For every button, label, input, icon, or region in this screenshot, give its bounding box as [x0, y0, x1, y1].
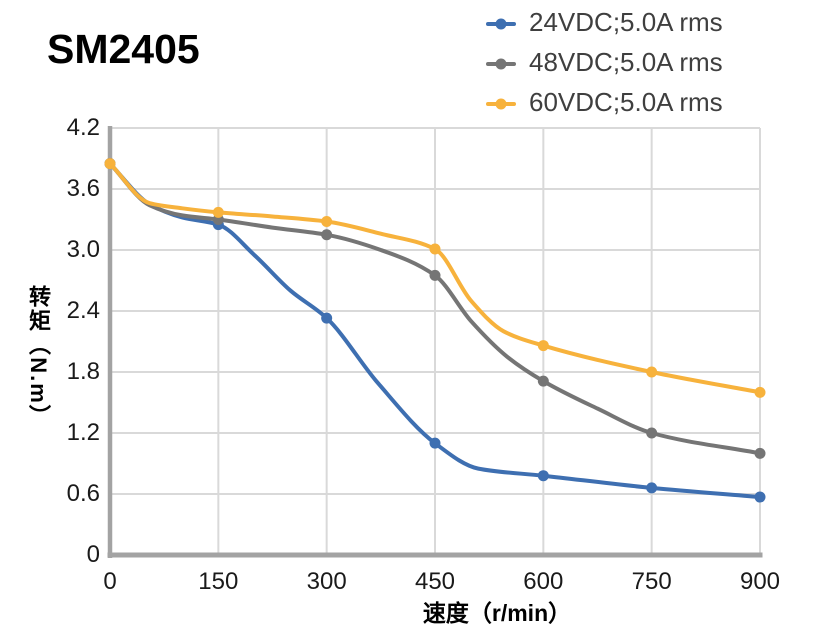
x-tick-label: 450: [414, 568, 456, 595]
x-tick-label: 0: [103, 568, 117, 595]
data-point-marker: [212, 206, 224, 218]
legend-item-48vdc: 48VDC;5.0A rms: [486, 42, 723, 82]
y-tick-label: 1.2: [66, 419, 100, 446]
series-line: [108, 161, 762, 395]
x-tick-label: 150: [198, 568, 239, 595]
legend: 24VDC;5.0A rms 48VDC;5.0A rms 60VDC;5.0A…: [486, 2, 723, 122]
x-axis-title: 速度（r/min）: [422, 600, 572, 626]
data-point-marker: [321, 312, 333, 324]
legend-label: 60VDC;5.0A rms: [529, 86, 723, 117]
y-tick-label: 2.4: [66, 297, 100, 324]
x-tick-label: 900: [739, 568, 781, 595]
data-point-marker: [754, 447, 766, 459]
line-dot-marker-icon: [486, 58, 516, 70]
y-tick-label: 3.0: [66, 236, 100, 263]
data-point-marker: [429, 269, 441, 281]
x-tick-label: 750: [631, 568, 672, 595]
chart-title: SM2405: [47, 26, 200, 72]
data-point-marker: [537, 470, 549, 482]
data-point-marker: [429, 243, 441, 255]
x-tick-label: 300: [306, 568, 347, 595]
y-tick-label: 3.6: [66, 175, 100, 202]
legend-item-60vdc: 60VDC;5.0A rms: [486, 82, 723, 122]
series-line: [108, 161, 762, 500]
y-tick-label: 4.2: [66, 114, 100, 141]
data-point-marker: [104, 158, 116, 170]
data-point-marker: [321, 216, 333, 228]
line-dot-marker-icon: [486, 98, 516, 110]
data-point-marker: [429, 437, 441, 449]
legend-label: 48VDC;5.0A rms: [529, 46, 723, 77]
data-point-marker: [646, 482, 658, 494]
y-tick-label: 0: [86, 541, 100, 568]
data-point-marker: [754, 386, 766, 398]
data-point-marker: [321, 229, 333, 241]
y-tick-label: 0.6: [66, 480, 100, 507]
line-dot-marker-icon: [486, 18, 516, 30]
data-point-marker: [537, 375, 549, 387]
y-axis-title: 转矩（N.m）: [26, 285, 51, 429]
data-point-marker: [646, 366, 658, 378]
series-line: [108, 161, 762, 456]
legend-item-24vdc: 24VDC;5.0A rms: [486, 2, 723, 42]
y-tick-label: 1.8: [66, 358, 100, 385]
legend-label: 24VDC;5.0A rms: [529, 6, 723, 37]
data-point-marker: [646, 427, 658, 439]
x-tick-label: 600: [523, 568, 564, 595]
data-point-marker: [537, 340, 549, 352]
data-point-marker: [754, 491, 766, 503]
